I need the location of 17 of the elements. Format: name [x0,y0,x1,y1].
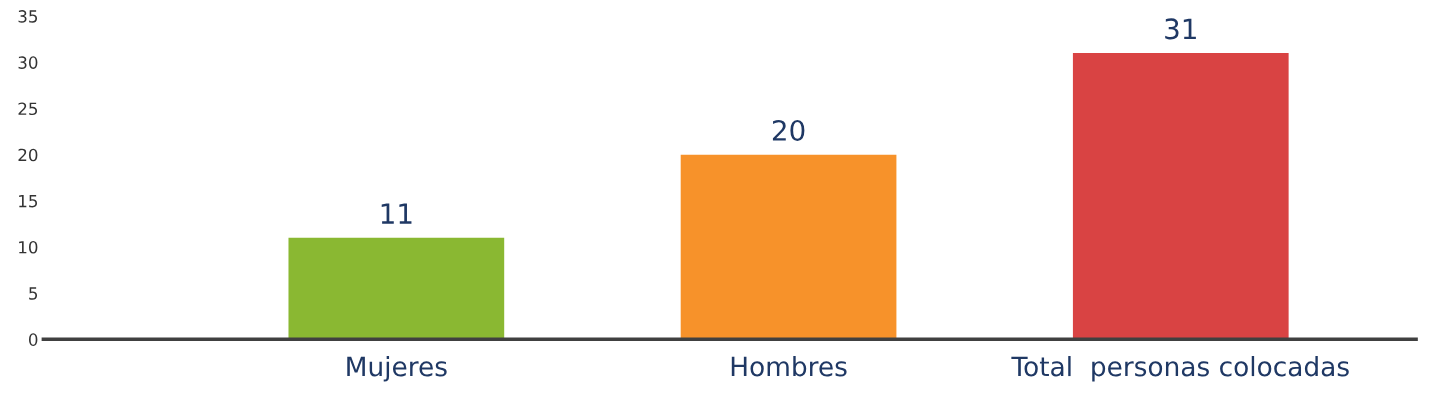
bar [1072,53,1289,340]
y-tick-label: 20 [18,148,38,162]
x-tick-label: Mujeres [347,356,447,382]
data-label: 11 [381,203,412,224]
y-tick-label: 5 [29,287,38,300]
y-tick-label: 10 [19,240,38,254]
y-tick-label: 25 [18,102,38,116]
data-label: 20 [772,119,805,141]
x-tick-label: Hombres [731,356,847,377]
bar [680,154,897,340]
y-tick-label: 30 [18,56,38,69]
x-tick-label: Total personas colocadas [1011,356,1349,382]
y-tick-label: 35 [18,10,38,23]
y-tick-label: 0 [28,333,38,346]
data-label: 31 [1165,18,1196,40]
y-tick-label: 15 [19,195,38,208]
bar [288,237,505,340]
